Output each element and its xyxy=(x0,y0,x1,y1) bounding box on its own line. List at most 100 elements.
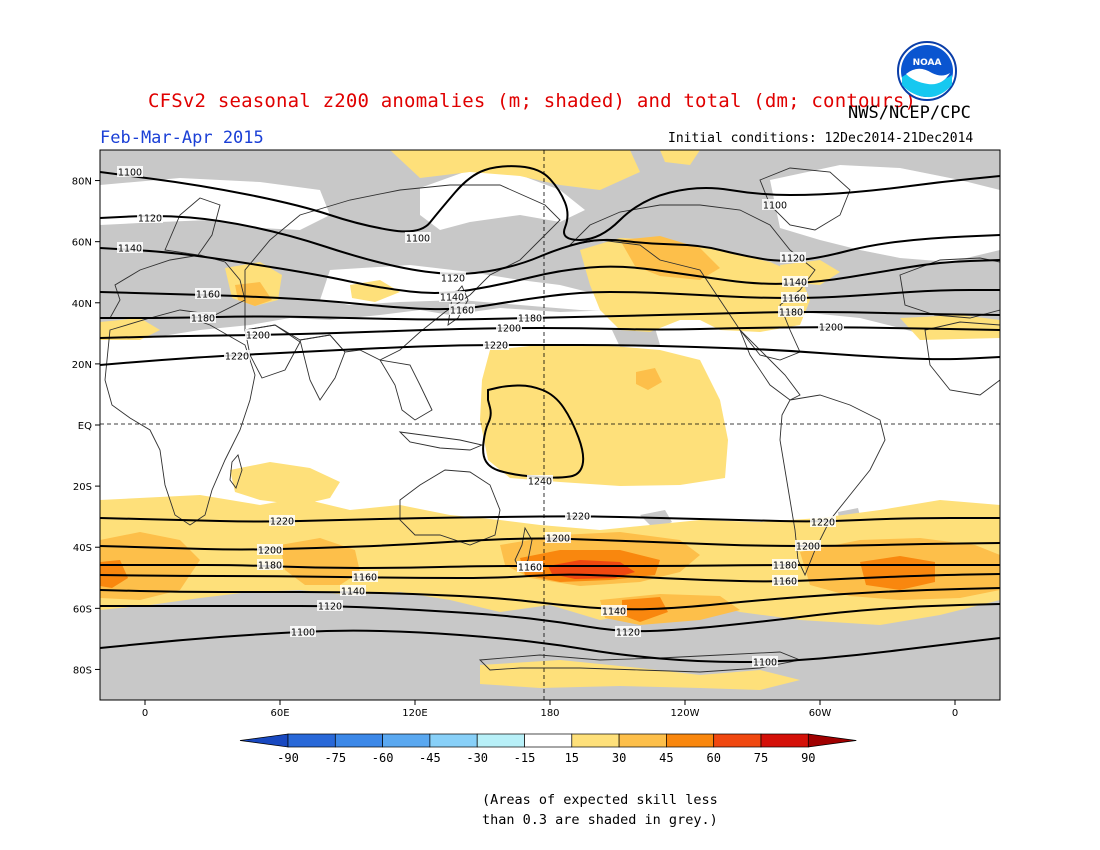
anomaly-area xyxy=(230,462,340,505)
contour-label: 1100 xyxy=(763,201,787,212)
contour-label-bg xyxy=(795,540,821,551)
lat-tick-label: EQ xyxy=(78,421,92,432)
contour-label: 1220 xyxy=(811,518,835,529)
contour-line-1220 xyxy=(100,515,1000,523)
contour-line-1100 xyxy=(100,629,1000,664)
contour-label: 1140 xyxy=(783,278,807,289)
contour-line-1100 xyxy=(100,165,1000,242)
contour-label: 1220 xyxy=(484,341,508,352)
colorbar-swatch xyxy=(618,733,667,748)
contour-label: 1160 xyxy=(353,573,377,584)
noaa-logo: NOAA xyxy=(897,41,957,101)
contour-label-bg xyxy=(245,329,271,340)
lat-tick-label: 20N xyxy=(72,360,92,371)
coastline-seasia xyxy=(379,359,433,421)
contour-label-bg xyxy=(565,510,591,521)
contour-label: 1180 xyxy=(258,561,282,572)
lat-tick-label: 60S xyxy=(73,604,92,615)
contour-label-bg xyxy=(810,516,836,527)
coastline-antarctica xyxy=(478,651,802,673)
anomaly-area xyxy=(636,368,662,390)
coastline-europe-east xyxy=(899,257,1000,319)
colorbar-swatch xyxy=(524,733,573,748)
contour-label-bg xyxy=(439,291,465,302)
anomaly-area xyxy=(100,560,128,588)
contour-label-bg xyxy=(780,252,806,263)
contour-label: 1160 xyxy=(782,294,806,305)
colorbar-swatch xyxy=(334,733,383,748)
contour-label-bg xyxy=(483,339,509,350)
lon-tick-label: 0 xyxy=(142,708,148,719)
colorbar-tick-label: -60 xyxy=(372,751,394,765)
lat-tick-label: 20S xyxy=(73,482,92,493)
contour-label-bg xyxy=(449,304,475,315)
contour-label: 1200 xyxy=(246,331,270,342)
lon-tick-label: 180 xyxy=(540,708,559,719)
coastline-australia xyxy=(399,469,501,546)
contour-label: 1200 xyxy=(258,546,282,557)
contour-label-bg xyxy=(224,350,250,361)
anomaly-area xyxy=(350,280,400,302)
colorbar-tick-label: -45 xyxy=(419,751,441,765)
colorbar-swatch xyxy=(713,733,762,748)
contour-line-1180 xyxy=(100,564,1000,570)
contour-label: 1200 xyxy=(497,324,521,335)
contour-label: 1200 xyxy=(796,542,820,553)
chart-title: CFSv2 seasonal z200 anomalies (m; shaded… xyxy=(148,90,917,112)
contour-label: 1100 xyxy=(406,234,430,245)
contour-label: 1120 xyxy=(616,628,640,639)
contour-label-bg xyxy=(257,559,283,570)
contour-label-bg xyxy=(290,626,316,637)
contour-line-1240 xyxy=(482,384,585,479)
contour-label-bg xyxy=(778,306,804,317)
contour-label-bg xyxy=(317,600,343,611)
initial-conditions-label: Initial conditions: 12Dec2014-21Dec2014 xyxy=(668,131,974,146)
contour-label-bg xyxy=(752,656,778,667)
contour-label: 1140 xyxy=(341,587,365,598)
graticule-lines xyxy=(100,150,1000,700)
contour-label: 1180 xyxy=(191,314,215,325)
contour-label: 1160 xyxy=(773,577,797,588)
colorbar-tick-label: 45 xyxy=(659,751,673,765)
contour-label-bg xyxy=(545,532,571,543)
noaa-logo-text: NOAA xyxy=(913,58,942,68)
coastline-africa-east xyxy=(924,321,1000,396)
anomaly-area xyxy=(900,315,1000,340)
coastline-scandinavia xyxy=(164,197,221,256)
lat-tick-label: 80N xyxy=(72,177,92,188)
contour-label: 1140 xyxy=(602,607,626,618)
lat-tick-label: 80S xyxy=(73,665,92,676)
contour-label: 1240 xyxy=(528,477,552,488)
footnote-line-2: than 0.3 are shaded in grey.) xyxy=(482,812,718,828)
coastline-europe xyxy=(109,254,246,319)
contour-line-1160 xyxy=(100,289,1000,311)
colorbar-swatch xyxy=(382,733,431,748)
contour-label: 1180 xyxy=(779,308,803,319)
contour-label-bg xyxy=(517,312,543,323)
coastline-asia xyxy=(244,184,561,361)
colorbar-tick-label: 15 xyxy=(565,751,579,765)
coastline-indonesia xyxy=(398,431,484,451)
contour-label: 1100 xyxy=(291,628,315,639)
anomaly-area xyxy=(390,150,640,190)
contour-label: 1200 xyxy=(546,534,570,545)
contour-label: 1120 xyxy=(138,214,162,225)
contour-label-bg xyxy=(517,561,543,572)
colorbar-tick-label: -75 xyxy=(324,751,346,765)
map-panel: 1100 1100 1100 1120 1120 1120 1140 1140 1140 1160… xyxy=(100,150,1000,700)
contour-label-bg xyxy=(772,575,798,586)
contour-label: 1120 xyxy=(781,254,805,265)
anomaly-area xyxy=(660,150,700,165)
contour-label-bg xyxy=(496,322,522,333)
contour-label: 1120 xyxy=(318,602,342,613)
contour-label: 1220 xyxy=(270,517,294,528)
contour-label-bg xyxy=(818,321,844,332)
colorbar-swatch xyxy=(666,733,715,748)
footnote-line-1: (Areas of expected skill less xyxy=(482,792,718,808)
height-contours: 1100 1100 1100 1120 1120 1120 1140 1140 1140 1160… xyxy=(100,165,1000,669)
contour-label-bg xyxy=(615,626,641,637)
contour-label: 1160 xyxy=(196,290,220,301)
contour-label: 1120 xyxy=(441,274,465,285)
contour-label-bg xyxy=(772,559,798,570)
contour-label-bg xyxy=(195,288,221,299)
